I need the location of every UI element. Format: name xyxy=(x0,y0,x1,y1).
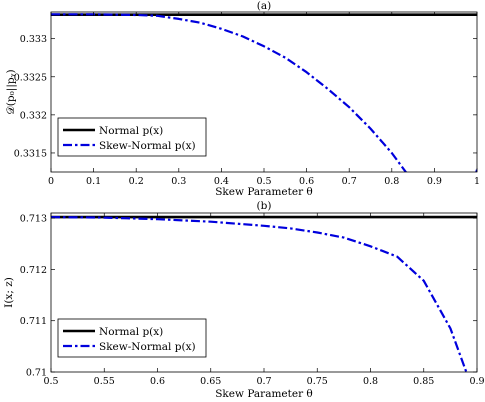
x-tick-label: 0.1 xyxy=(86,176,101,187)
x-tick-label: 1 xyxy=(474,176,480,187)
x-tick-label: 0.2 xyxy=(129,176,144,187)
legend-label-1: Skew-Normal p(x) xyxy=(99,341,196,353)
series-line-1 xyxy=(51,13,477,172)
y-tick-label: 0.712 xyxy=(20,265,47,276)
x-tick-label: 0.5 xyxy=(43,376,58,387)
x-tick-label: 0.9 xyxy=(427,176,442,187)
x-tick-label: 0.6 xyxy=(150,376,165,387)
y-tick-label: 0.71 xyxy=(26,368,47,379)
x-tick-label: 0.3 xyxy=(171,176,186,187)
x-tick-label: 0.6 xyxy=(299,176,314,187)
x-tick-label: 0.5 xyxy=(256,176,271,187)
x-tick-label: 0.4 xyxy=(214,176,229,187)
y-tick-label: 0.711 xyxy=(20,316,47,327)
x-axis-label: Skew Parameter θ xyxy=(215,186,313,198)
chart-panel-1: (b) 0.5 0.55 0.6 0.65 0.7 0.75 0.8 0.85 0.9 0.71 0.… xyxy=(3,200,485,400)
legend: Normal p(x) Skew-Normal p(x) xyxy=(57,117,207,157)
y-tick-label: 0.332 xyxy=(20,110,47,121)
chart-panel-0: (a) 0 0.1 0.2 0.3 0.4 0.5 0.6 0.7 0.8 0.9 1 0.3315 0.… xyxy=(5,0,480,198)
x-tick-label: 0.8 xyxy=(363,376,378,387)
x-tick-label: 0.55 xyxy=(94,376,115,387)
x-tick-label: 0.85 xyxy=(413,376,434,387)
legend-label-1: Skew-Normal p(x) xyxy=(99,140,196,152)
x-axis-label: Skew Parameter θ xyxy=(215,388,313,400)
legend-box xyxy=(57,318,207,358)
legend-label-0: Normal p(x) xyxy=(99,326,163,338)
y-tick-label: 0.3325 xyxy=(14,72,47,83)
x-tick-label: 0.8 xyxy=(384,176,399,187)
panel-title: (b) xyxy=(257,200,272,212)
x-tick-label: 0.65 xyxy=(200,376,221,387)
y-axis-label: 𝒟(p₀||pᵧ) xyxy=(5,69,18,114)
y-tick-label: 0.3315 xyxy=(14,148,47,159)
y-tick-label: 0.713 xyxy=(20,214,47,225)
x-tick-label: 0.75 xyxy=(307,376,328,387)
y-tick-label: 0.333 xyxy=(20,34,47,45)
legend: Normal p(x) Skew-Normal p(x) xyxy=(57,318,207,358)
y-axis-label: I(x; z) xyxy=(3,277,15,308)
legend-box xyxy=(57,117,207,157)
x-tick-label: 0.7 xyxy=(256,376,271,387)
series-line-1 xyxy=(51,216,468,372)
panel-title: (a) xyxy=(257,0,271,12)
x-tick-label: 0.7 xyxy=(342,176,357,187)
x-tick-label: 0.9 xyxy=(469,376,484,387)
x-tick-label: 0 xyxy=(48,176,54,187)
legend-label-0: Normal p(x) xyxy=(99,125,163,137)
